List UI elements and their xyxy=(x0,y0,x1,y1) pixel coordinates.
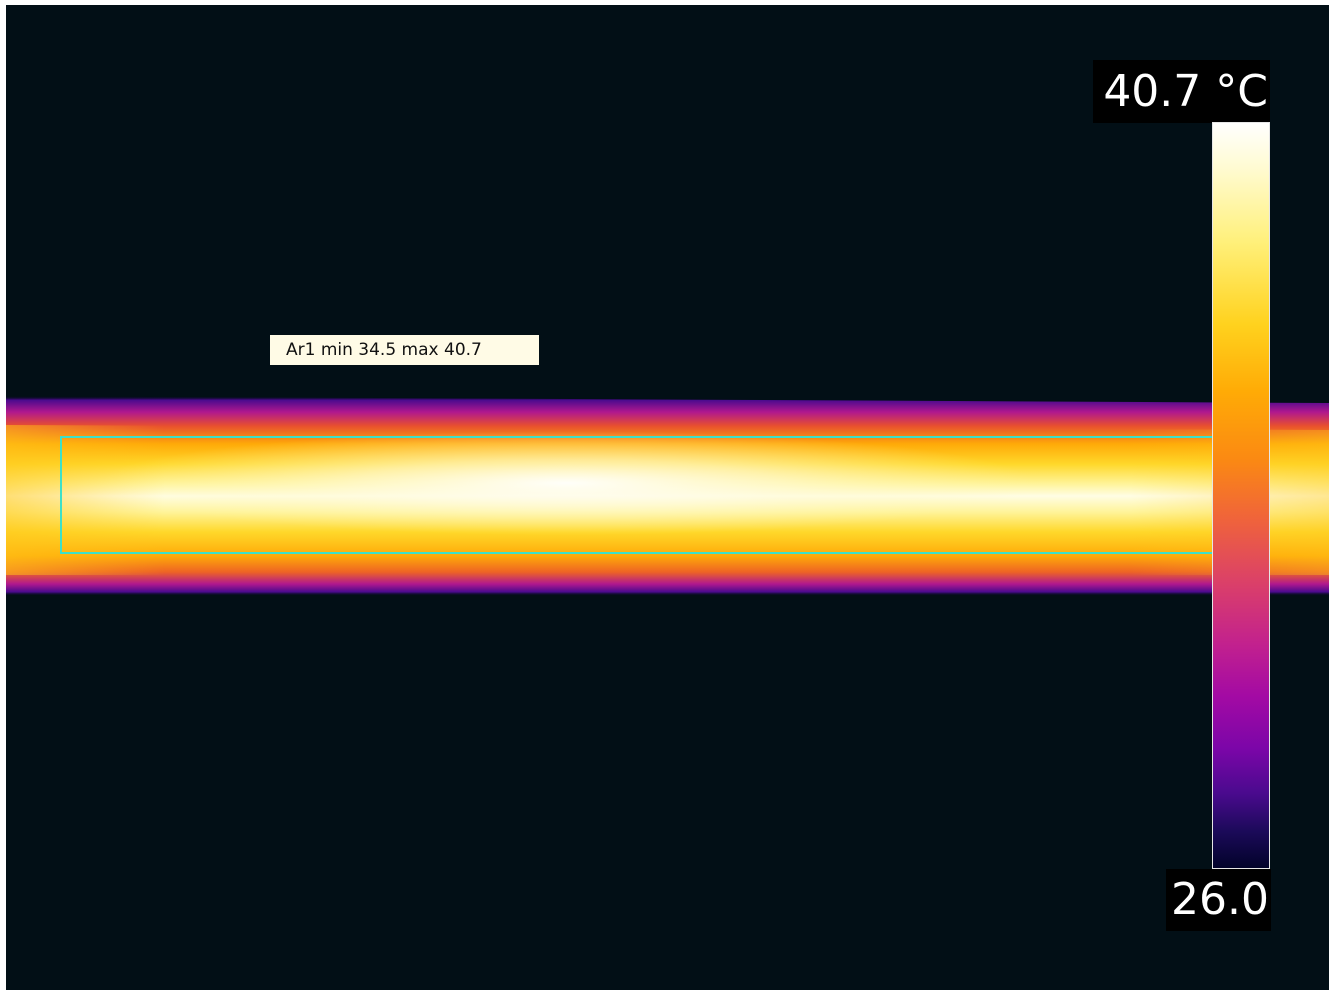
thermal-image-viewport: Ar1 min 34.5 max 40.7 xyxy=(6,5,1329,990)
scale-min-temperature: 26.0 xyxy=(1166,869,1271,931)
thermal-image xyxy=(6,396,1329,596)
measurement-label: Ar1 min 34.5 max 40.7 xyxy=(270,335,539,365)
scale-max-temperature: 40.7 °C xyxy=(1093,60,1270,123)
temperature-color-scale xyxy=(1212,122,1270,869)
pipe-end-shading xyxy=(6,425,1329,575)
